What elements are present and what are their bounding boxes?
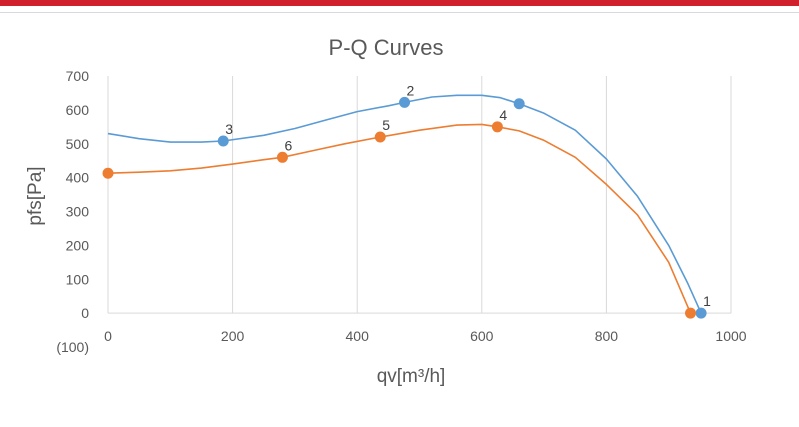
x-tick-label-4: 800 <box>595 328 619 344</box>
x-tick-label-5: 1000 <box>715 328 746 344</box>
point-labels: 1 2 3 4 5 6 <box>225 82 711 309</box>
y-tick-label-3: 200 <box>66 237 90 253</box>
series-1-marker-1 <box>491 121 503 133</box>
y-tick-labels: (100) 0 100 200 300 400 500 600 700 <box>56 68 89 355</box>
point-label-4: 4 <box>499 107 507 123</box>
series-1-marker-2 <box>374 131 386 143</box>
x-tick-label-0: 0 <box>104 328 112 344</box>
x-tick-label-2: 400 <box>346 328 370 344</box>
series-0-marker-0 <box>695 307 707 319</box>
series-1-marker-0 <box>685 307 697 319</box>
series-0-line <box>107 94 702 314</box>
y-tick-label-7: 600 <box>66 102 90 118</box>
grid-lines <box>107 76 732 314</box>
point-label-2: 2 <box>407 82 415 98</box>
x-tick-labels: 0 200 400 600 800 1000 <box>104 328 747 344</box>
top-accent-bar <box>0 0 799 6</box>
x-axis-label: qv[m³/h] <box>377 366 446 387</box>
y-tick-label-5: 400 <box>66 170 90 186</box>
point-label-6: 6 <box>284 137 292 153</box>
point-label-1: 1 <box>703 293 711 309</box>
series-lines <box>107 94 702 314</box>
series-1-marker-3 <box>276 151 288 163</box>
y-tick-label-8: 700 <box>66 68 90 84</box>
point-label-3: 3 <box>225 121 233 137</box>
y-tick-label-1: 0 <box>81 305 89 321</box>
chart-title: P-Q Curves <box>329 35 444 60</box>
series-0-marker-2 <box>217 135 229 147</box>
y-tick-label-2: 100 <box>66 271 90 287</box>
series-0-marker-1 <box>399 96 411 108</box>
x-tick-label-3: 600 <box>470 328 494 344</box>
series-0-marker-3 <box>513 98 525 110</box>
series-1-marker-4 <box>102 167 114 179</box>
point-label-5: 5 <box>382 117 390 133</box>
y-tick-label-6: 500 <box>66 136 90 152</box>
series-1-line <box>107 123 692 314</box>
top-divider <box>0 12 799 13</box>
y-axis-label: pfs[Pa] <box>25 166 46 225</box>
series-markers <box>102 96 707 319</box>
x-tick-label-1: 200 <box>221 328 245 344</box>
y-tick-label-4: 300 <box>66 204 90 220</box>
y-tick-label-0: (100) <box>56 339 89 355</box>
